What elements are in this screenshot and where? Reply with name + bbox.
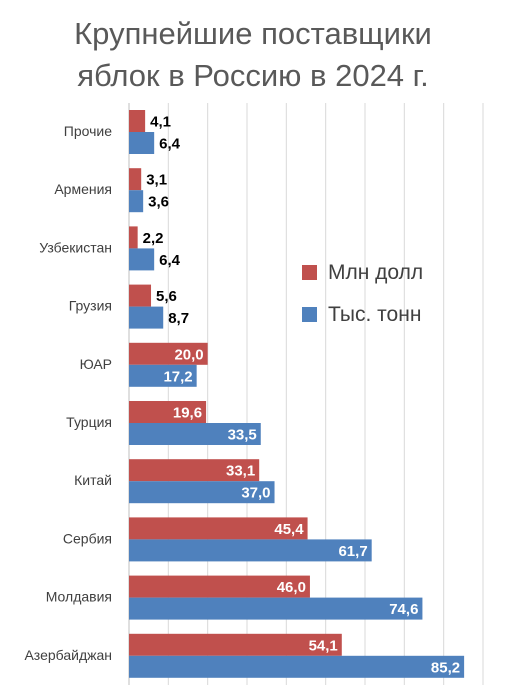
data-label: 19,6 <box>173 405 202 422</box>
category-label: Молдавия <box>46 589 112 605</box>
data-label: 33,5 <box>228 427 257 444</box>
bar-thousand-tons <box>129 423 261 445</box>
legend-label: Тыс. тонн <box>328 303 421 326</box>
data-label: 4,1 <box>150 114 171 131</box>
data-label: 74,6 <box>389 601 418 618</box>
bar-mln-usd <box>129 633 342 656</box>
bar-thousand-tons <box>129 190 144 213</box>
category-label: Азербайджан <box>24 647 112 663</box>
category-label: Узбекистан <box>39 239 112 255</box>
category-label: Армения <box>54 181 112 197</box>
chart-title-line-1: Крупнейшие поставщики <box>74 16 432 51</box>
data-label: 20,0 <box>174 346 203 363</box>
data-label: 85,2 <box>431 659 460 676</box>
bar-thousand-tons <box>129 481 275 504</box>
category-label: Турция <box>66 414 112 430</box>
category-label: ЮАР <box>80 356 112 372</box>
legend-swatch <box>302 307 317 322</box>
data-label: 33,1 <box>226 463 255 480</box>
bar-mln-usd <box>129 459 260 482</box>
bar-thousand-tons <box>129 597 423 620</box>
data-label: 2,2 <box>143 230 164 247</box>
category-label: Сербия <box>63 530 112 546</box>
data-label: 3,6 <box>148 194 169 211</box>
data-label: 3,1 <box>146 172 167 189</box>
chart-title-line-2: яблок в Россию в 2024 г. <box>77 58 429 93</box>
data-label: 6,4 <box>159 252 181 269</box>
legend-label: Млн долл <box>328 261 423 284</box>
bars: 4,1 6,4 3,1 3,6 2,2 6,4 5,6 8,7 20,0 17,2 19,6 33,5… <box>129 110 465 678</box>
bar-mln-usd <box>129 342 208 365</box>
data-label: 17,2 <box>163 368 192 385</box>
category-label: Грузия <box>69 298 112 314</box>
bar-thousand-tons <box>129 364 197 387</box>
bar-thousand-tons <box>129 132 155 154</box>
legend-swatch <box>302 265 317 280</box>
category-label: Китай <box>74 472 112 488</box>
data-label: 5,6 <box>156 288 177 305</box>
bar-mln-usd <box>129 168 142 191</box>
legend: Млн долл Тыс. тонн <box>302 261 423 326</box>
data-label: 6,4 <box>159 136 181 153</box>
bar-mln-usd <box>129 284 152 307</box>
data-label: 8,7 <box>168 310 189 327</box>
data-label: 37,0 <box>241 485 270 502</box>
bar-mln-usd <box>129 575 310 598</box>
bar-thousand-tons <box>129 248 155 271</box>
category-labels: Прочие Армения Узбекистан Грузия ЮАР Турция Ки… <box>24 123 112 663</box>
data-label: 54,1 <box>309 637 338 654</box>
data-label: 46,0 <box>277 579 306 596</box>
bar-thousand-tons <box>129 539 372 562</box>
bar-thousand-tons <box>129 306 164 329</box>
data-label: 61,7 <box>338 543 367 560</box>
bar-thousand-tons <box>129 655 465 678</box>
bar-mln-usd <box>129 226 138 249</box>
bar-mln-usd <box>129 517 308 540</box>
category-label: Прочие <box>64 123 112 139</box>
gridlines <box>128 103 484 685</box>
bar-mln-usd <box>129 110 146 132</box>
bar-mln-usd <box>129 401 207 423</box>
data-label: 45,4 <box>274 521 304 538</box>
